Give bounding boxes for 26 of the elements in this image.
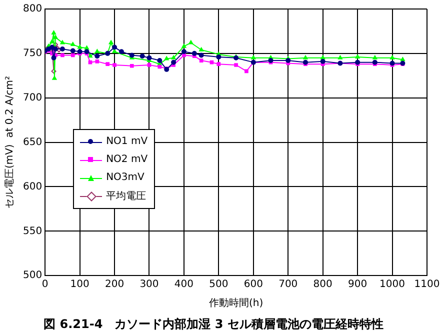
x-tick-label: 800 [313, 279, 332, 290]
legend-label: NO3mV [106, 172, 144, 184]
x-tick-label: 200 [104, 279, 124, 290]
y-tick-label: 650 [22, 136, 42, 148]
y-tick-label: 800 [22, 4, 42, 15]
y-tick-label: 750 [22, 48, 42, 60]
y-tick-label: 700 [22, 92, 42, 104]
y-axis-title: セル電圧(mV) at 0.2 A/cm² [4, 76, 16, 209]
x-tick-label: 700 [278, 279, 298, 290]
y-tick-label: 550 [22, 226, 42, 237]
text: 図 6.21-4 カソード内部加湿 3 セル積層電池の電圧経時特性 [44, 316, 384, 331]
x-tick-label: 1000 [380, 279, 406, 290]
x-axis-title: 作動時間(h) [208, 297, 264, 310]
x-tick-label: 1100 [414, 279, 440, 290]
legend-label: 平均電圧 [106, 190, 146, 203]
x-tick-label: 0 [42, 279, 48, 290]
x-tick-label: 900 [348, 279, 368, 290]
x-tick-label: 300 [140, 279, 159, 290]
legend-label: NO1 mV [106, 136, 148, 148]
legend-label: NO2 mV [106, 154, 148, 166]
x-tick-label: 100 [70, 279, 90, 290]
y-tick-label: 500 [22, 270, 42, 282]
x-tick-label: 400 [174, 279, 194, 290]
x-tick-label: 600 [244, 279, 263, 290]
y-tick-label: 600 [22, 181, 42, 192]
x-tick-label: 500 [209, 279, 228, 290]
